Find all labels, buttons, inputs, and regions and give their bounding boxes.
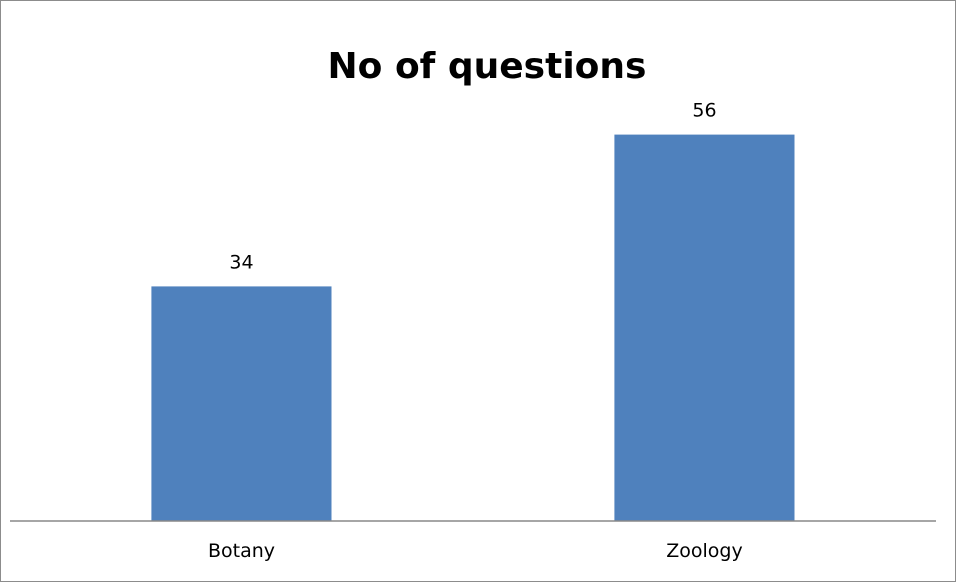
bars-group [151, 134, 795, 521]
x-tick-label-zoology: Zoology [666, 540, 742, 562]
data-label-botany: 34 [229, 251, 253, 273]
chart-title: No of questions [328, 46, 647, 87]
bar-zoology [614, 134, 795, 521]
data-labels-group: 34 56 [229, 100, 716, 274]
bar-botany [151, 286, 332, 521]
data-label-zoology: 56 [692, 100, 716, 122]
x-tick-labels-group: Botany Zoology [208, 540, 743, 562]
x-tick-label-botany: Botany [208, 540, 275, 562]
